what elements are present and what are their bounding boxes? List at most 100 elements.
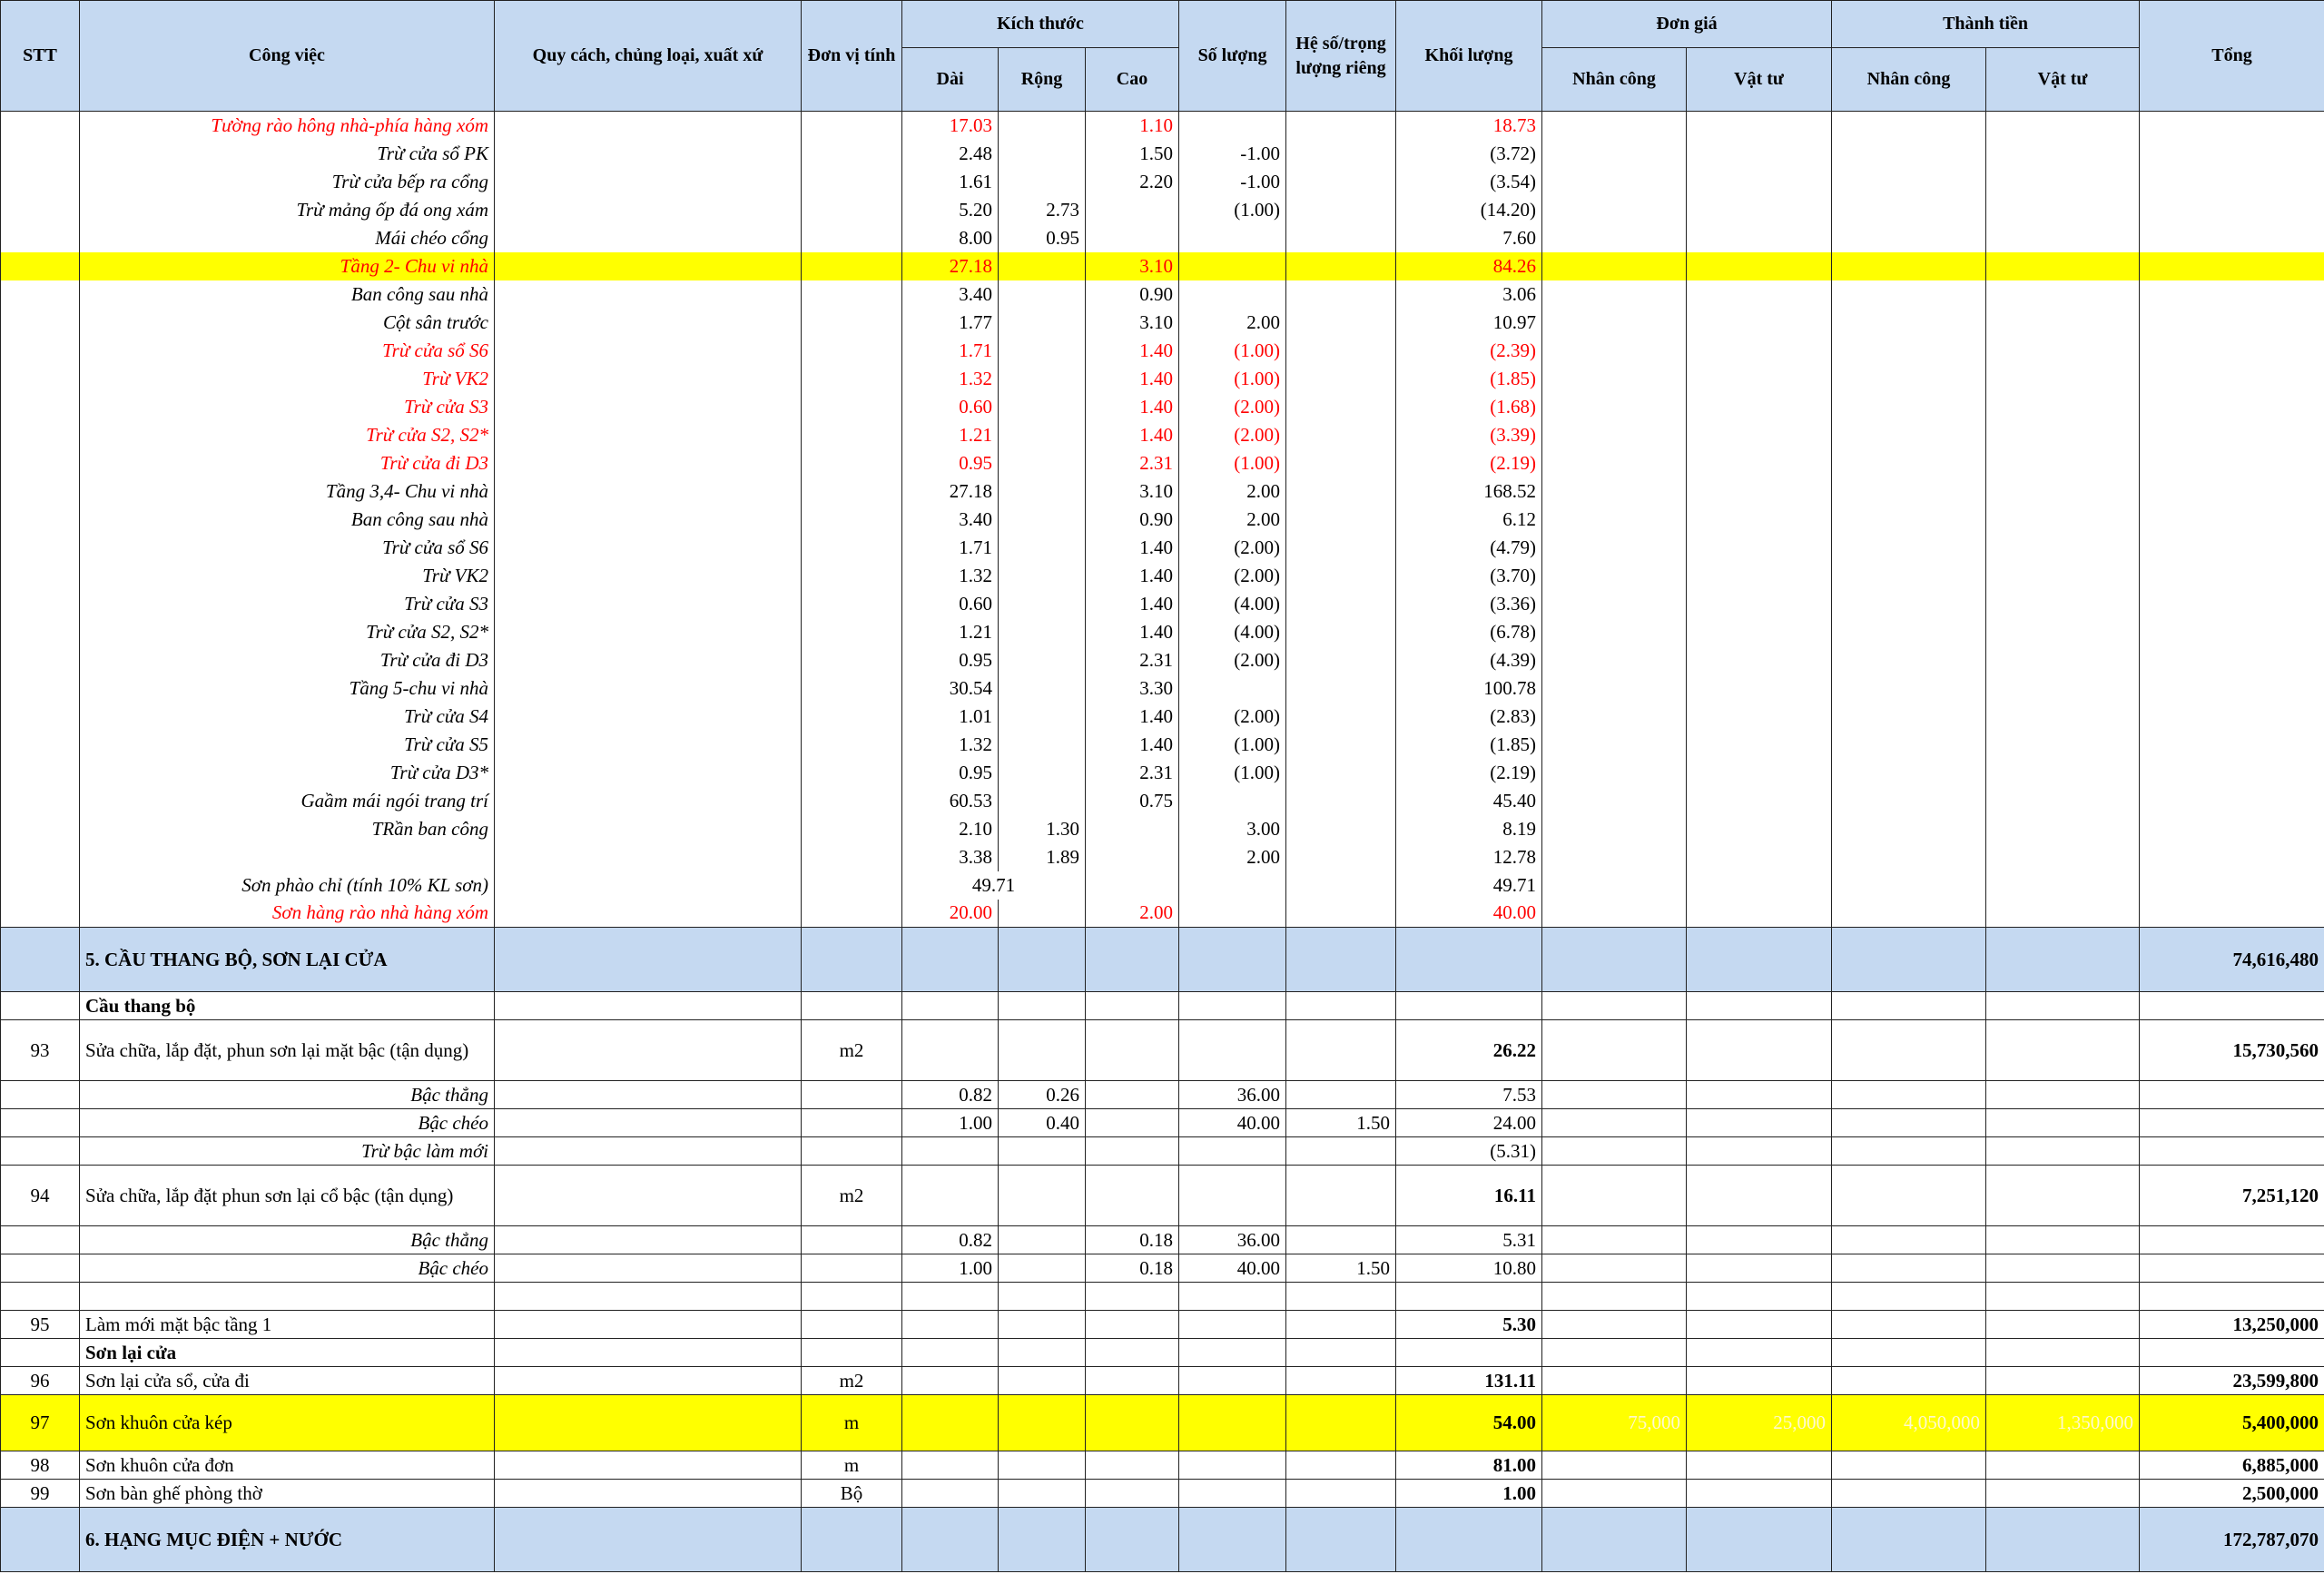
stt-cell <box>0 730 80 759</box>
kl-cell: 45.40 <box>1395 786 1543 815</box>
spec-cell <box>494 448 802 477</box>
tong-cell <box>2139 645 2324 674</box>
table-row: Trừ VK2 1.32 1.40 (2.00) (3.70) <box>0 561 2324 590</box>
cao-cell: 1.40 <box>1084 336 1180 365</box>
tong-cell <box>2139 1136 2324 1166</box>
kl-cell: 7.60 <box>1395 223 1543 252</box>
dg_nc-cell <box>1541 448 1688 477</box>
stt-cell <box>0 1080 80 1109</box>
dg_nc-cell <box>1541 477 1688 506</box>
sl-cell: 36.00 <box>1178 1080 1287 1109</box>
cao-cell: 3.30 <box>1084 674 1180 703</box>
tt_vt-cell <box>1985 645 2141 674</box>
rong-cell <box>998 111 1086 140</box>
stt-cell: 94 <box>0 1165 80 1226</box>
kl-cell: 49.71 <box>1395 871 1543 900</box>
table-row: Sơn lại cửa <box>0 1338 2324 1367</box>
dai-cell: 1.32 <box>901 730 999 759</box>
dg_nc-cell <box>1541 139 1688 168</box>
table-row: Sơn hàng rào nhà hàng xóm 20.00 2.00 40.00 <box>0 899 2324 928</box>
sl-cell: (2.00) <box>1178 420 1287 449</box>
sl-cell <box>1178 674 1287 703</box>
tt_nc-cell <box>1831 674 1987 703</box>
spec-cell <box>494 280 802 309</box>
stt-cell <box>0 364 80 393</box>
dg_nc-cell <box>1541 1165 1688 1226</box>
spec-cell <box>494 167 802 196</box>
kl-cell <box>1395 991 1543 1020</box>
spec-cell <box>494 927 802 992</box>
work-cell: Làm mới mặt bậc tầng 1 <box>79 1310 495 1339</box>
dai-cell <box>901 1366 999 1395</box>
hs-cell <box>1285 505 1397 534</box>
kl-cell: 18.73 <box>1395 111 1543 140</box>
stt-cell <box>0 991 80 1020</box>
unit-cell: m <box>801 1394 902 1451</box>
sl-cell: -1.00 <box>1178 167 1287 196</box>
dg_nc-cell <box>1541 1108 1688 1137</box>
hs-cell <box>1285 223 1397 252</box>
cao-cell <box>1084 842 1180 871</box>
hs-cell <box>1285 1282 1397 1311</box>
sl-cell <box>1178 1479 1287 1508</box>
dai-cell: 3.38 <box>901 842 999 871</box>
dg_vt-cell <box>1686 223 1833 252</box>
dg_vt-cell <box>1686 1451 1833 1480</box>
unit-cell <box>801 702 902 731</box>
rong-cell <box>998 758 1086 787</box>
tong-cell <box>2139 814 2324 843</box>
kl-cell: 84.26 <box>1395 251 1543 280</box>
stt-cell <box>0 814 80 843</box>
spec-cell <box>494 364 802 393</box>
work-cell: Gaầm mái ngói trang trí <box>79 786 495 815</box>
cao-cell <box>1084 1479 1180 1508</box>
table-row: Tường rào hông nhà-phía hàng xóm 17.03 1.1… <box>0 111 2324 140</box>
stt-cell <box>0 477 80 506</box>
sl-cell: (1.00) <box>1178 336 1287 365</box>
work-cell: Trừ cửa S2, S2* <box>79 617 495 646</box>
spec-cell <box>494 1108 802 1137</box>
dg_nc-cell <box>1541 111 1688 140</box>
tt_nc-cell <box>1831 1254 1987 1283</box>
unit-cell <box>801 167 902 196</box>
dg_nc-cell <box>1541 1479 1688 1508</box>
tt_nc-cell <box>1831 927 1987 992</box>
table-row: Tầng 5-chu vi nhà 30.54 3.30 100.78 <box>0 674 2324 703</box>
dg_vt-cell <box>1686 280 1833 309</box>
unit-cell <box>801 251 902 280</box>
sl-cell <box>1178 927 1287 992</box>
tt_nc-cell <box>1831 1366 1987 1395</box>
unit-cell <box>801 1507 902 1572</box>
header-cell: Cao <box>1084 47 1180 112</box>
dai-cell: 0.95 <box>901 448 999 477</box>
stt-cell <box>0 420 80 449</box>
rong-cell <box>998 674 1086 703</box>
rong-cell: 0.95 <box>998 223 1086 252</box>
table-row: 98 Sơn khuôn cửa đơn m 81.00 6,885,000 <box>0 1451 2324 1480</box>
dg_vt-cell <box>1686 533 1833 562</box>
spec-cell <box>494 1310 802 1339</box>
unit-cell <box>801 674 902 703</box>
tong-cell <box>2139 899 2324 928</box>
rong-cell <box>998 1338 1086 1367</box>
sl-cell: -1.00 <box>1178 139 1287 168</box>
dg_vt-cell <box>1686 674 1833 703</box>
dg_nc-cell <box>1541 702 1688 731</box>
cao-cell: 2.20 <box>1084 167 1180 196</box>
hs-cell <box>1285 533 1397 562</box>
header-cell: Thành tiền <box>1831 0 2141 48</box>
unit-cell <box>801 308 902 337</box>
dai-cell: 49.71 <box>901 871 1086 900</box>
table-row: Trừ VK2 1.32 1.40 (1.00) (1.85) <box>0 364 2324 393</box>
unit-cell <box>801 617 902 646</box>
stt-cell: 99 <box>0 1479 80 1508</box>
dai-cell <box>901 1451 999 1480</box>
hs-cell <box>1285 420 1397 449</box>
table-row: Bậc thẳng 0.82 0.26 36.00 7.53 <box>0 1080 2324 1109</box>
spec-cell <box>494 1451 802 1480</box>
spec-cell <box>494 1165 802 1226</box>
cao-cell: 2.31 <box>1084 758 1180 787</box>
hs-cell <box>1285 991 1397 1020</box>
hs-cell <box>1285 111 1397 140</box>
unit-cell <box>801 842 902 871</box>
